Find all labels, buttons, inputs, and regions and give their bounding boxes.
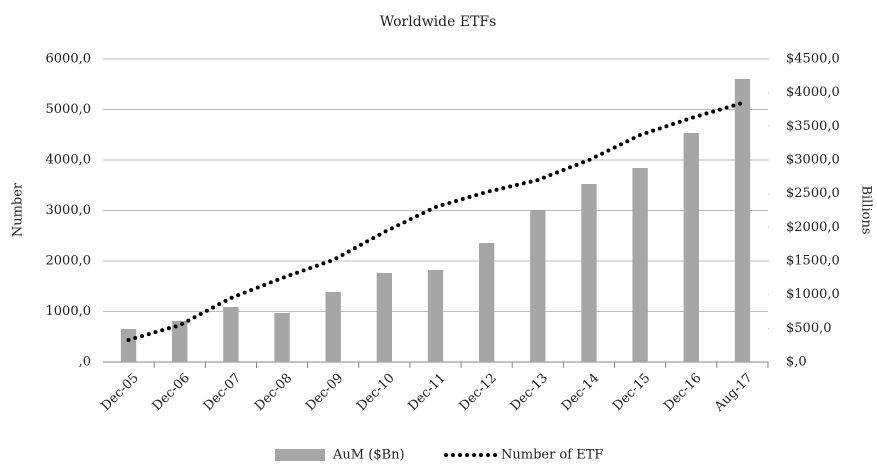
legend-label: Number of ETF xyxy=(501,448,603,463)
x-tick-label: Dec-11 xyxy=(405,371,448,414)
bar xyxy=(325,291,341,362)
y2-tick-label: $,0 xyxy=(786,355,807,370)
y2-tick-label: $3000,0 xyxy=(786,153,840,168)
x-tick-label: Dec-07 xyxy=(201,371,244,414)
y2-tick-label: $500,0 xyxy=(786,321,832,336)
bar xyxy=(683,132,699,362)
x-tick-label: Dec-09 xyxy=(303,371,346,414)
y-tick-label: ,0 xyxy=(79,355,91,370)
x-tick-label: Dec-05 xyxy=(99,371,142,414)
y-tick-label: 4000,0 xyxy=(46,153,92,168)
x-tick-label: Dec-12 xyxy=(457,371,500,414)
y2-tick-label: $2500,0 xyxy=(786,186,840,201)
bar xyxy=(530,210,546,362)
y-tick-label: 6000,0 xyxy=(46,52,92,67)
x-tick-label: Dec-16 xyxy=(661,371,704,414)
legend-label: AuM ($Bn) xyxy=(332,448,405,463)
x-tick-label: Dec-13 xyxy=(508,371,551,414)
bar xyxy=(427,270,444,362)
x-tick-label: Dec-06 xyxy=(150,371,193,414)
chart-title: Worldwide ETFs xyxy=(380,14,497,30)
y-tick-label: 2000,0 xyxy=(46,254,92,269)
y2-tick-label: $1000,0 xyxy=(786,287,840,302)
x-tick-label: Dec-08 xyxy=(252,371,295,414)
x-tick-label: Dec-15 xyxy=(610,371,653,414)
bar xyxy=(734,78,751,363)
y2-tick-label: $4500,0 xyxy=(786,52,840,67)
bar xyxy=(581,183,597,362)
x-tick-label: Aug-17 xyxy=(711,371,756,416)
y-axis-title: Number xyxy=(11,182,26,237)
x-tick-label: Dec-14 xyxy=(559,371,602,414)
y2-axis-title: Billions xyxy=(859,185,874,234)
bar xyxy=(376,272,393,362)
legend-swatch xyxy=(275,449,325,461)
bar xyxy=(478,243,495,362)
bar xyxy=(172,320,188,362)
bar xyxy=(632,168,648,362)
bar xyxy=(120,329,137,362)
y2-tick-label: $2000,0 xyxy=(786,220,840,235)
y-tick-label: 5000,0 xyxy=(46,102,92,117)
line xyxy=(126,100,745,342)
y2-tick-label: $4000,0 xyxy=(786,85,840,100)
bar xyxy=(274,312,290,362)
y-tick-label: 3000,0 xyxy=(46,203,92,218)
x-tick-label: Dec-10 xyxy=(354,371,397,414)
y2-tick-label: $1500,0 xyxy=(786,254,840,269)
y2-tick-label: $3500,0 xyxy=(786,119,840,134)
bar xyxy=(223,306,239,362)
y-tick-label: 1000,0 xyxy=(46,304,92,319)
